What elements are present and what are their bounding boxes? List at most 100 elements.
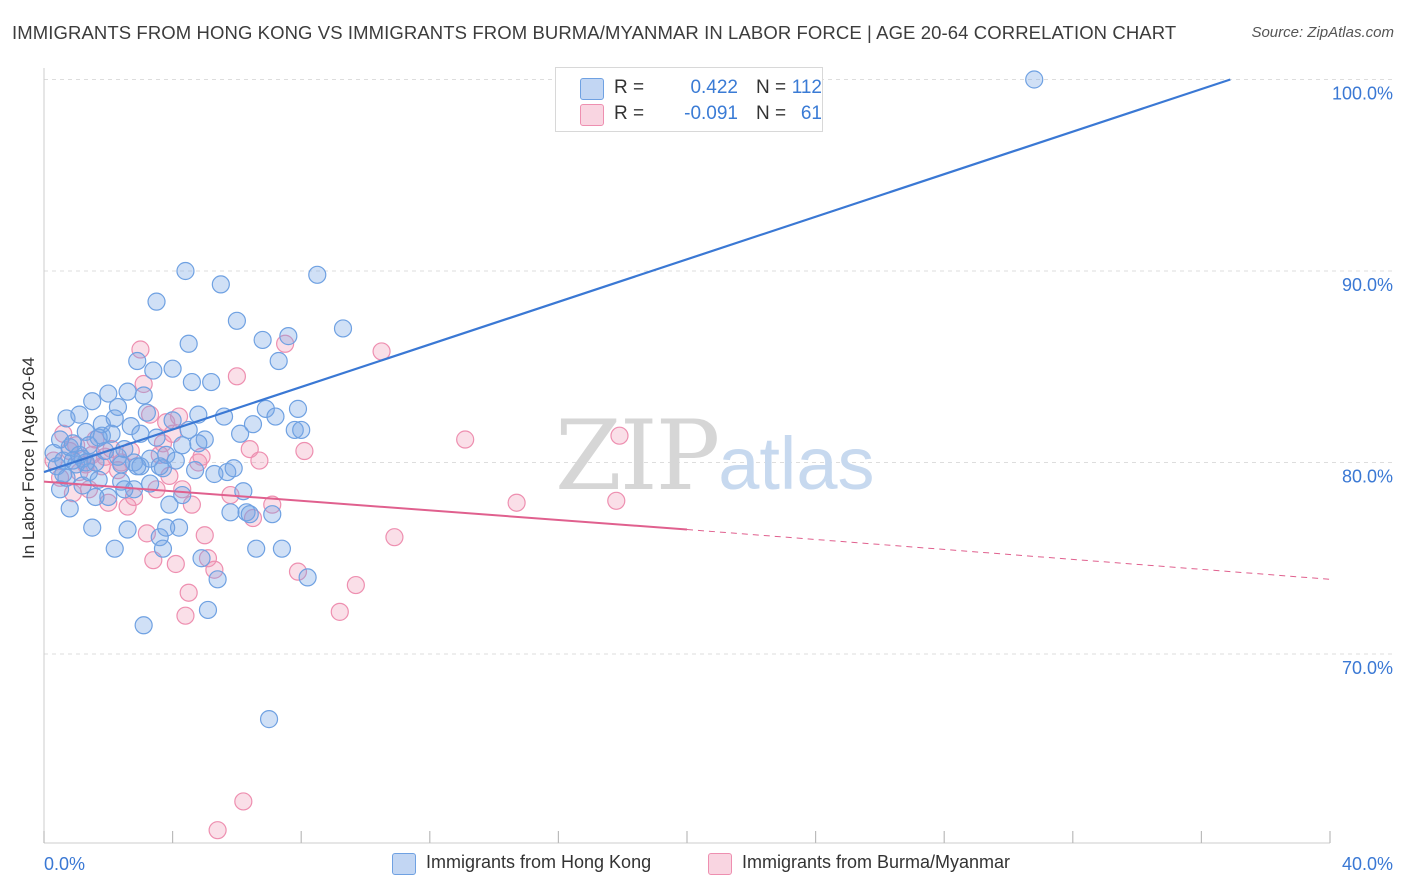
data-point-burma [227, 367, 246, 386]
data-point-burma [610, 426, 629, 445]
legend-swatch-pink [580, 104, 604, 126]
data-point-hong-kong [272, 539, 292, 558]
data-point-hong-kong [227, 311, 246, 330]
data-point-hong-kong [147, 292, 166, 311]
data-point-hong-kong [333, 319, 353, 338]
data-point-hong-kong [166, 451, 185, 470]
data-point-hong-kong [79, 462, 99, 482]
bottom-legend-label: Immigrants from Burma/Myanmar [742, 852, 1011, 872]
data-point-hong-kong [160, 495, 179, 514]
data-point-hong-kong [211, 275, 230, 294]
data-point-hong-kong [189, 434, 208, 453]
data-point-hong-kong [208, 570, 227, 589]
data-point-hong-kong [240, 505, 259, 524]
data-point-burma [166, 554, 185, 574]
data-point-burma [507, 493, 526, 512]
legend-r-label: R = [614, 103, 645, 124]
data-point-burma [288, 562, 308, 581]
trend-line-burma-extension [686, 529, 1331, 580]
data-point-burma [234, 792, 253, 811]
y-axis-label: In Labor Force | Age 20-64 [19, 357, 38, 559]
y-tick-label: 80.0% [1342, 467, 1393, 487]
data-point-hong-kong [269, 351, 288, 371]
data-point-hong-kong [292, 420, 311, 440]
data-point-hong-kong [118, 520, 137, 539]
data-point-burma [263, 495, 282, 514]
data-point-hong-kong [263, 505, 282, 524]
data-point-hong-kong [256, 399, 275, 418]
data-point-hong-kong [169, 518, 189, 537]
data-point-hong-kong [231, 424, 250, 443]
data-point-hong-kong [99, 487, 118, 507]
y-tick-label: 90.0% [1342, 275, 1393, 295]
trend-line-burma [43, 480, 688, 531]
data-point-burma [140, 405, 160, 424]
data-point-hong-kong [243, 415, 263, 434]
watermark-zip: ZIP [555, 400, 720, 512]
legend-r-value: 0.422 [690, 77, 738, 98]
stats-legend: R = 0.422 N = 112 R = -0.091 N = 61 [555, 67, 823, 132]
data-point-hong-kong [186, 461, 205, 480]
data-point-hong-kong [105, 409, 124, 428]
data-point-hong-kong [224, 459, 243, 478]
data-point-hong-kong [137, 403, 156, 422]
data-point-hong-kong [202, 372, 221, 392]
data-point-hong-kong [70, 405, 89, 424]
data-point-hong-kong [308, 265, 327, 284]
data-point-hong-kong [105, 539, 124, 558]
data-point-burma [295, 441, 314, 461]
data-point-hong-kong [247, 539, 266, 558]
data-point-hong-kong [60, 499, 79, 518]
data-point-hong-kong [198, 600, 218, 620]
data-point-hong-kong [221, 503, 240, 522]
chart-title: IMMIGRANTS FROM HONG KONG VS IMMIGRANTS … [12, 22, 1177, 43]
watermark-atlas: atlas [718, 422, 875, 505]
data-point-burma [250, 451, 269, 470]
data-point-burma [385, 528, 404, 547]
data-point-burma [607, 491, 626, 510]
legend-n-value: 61 [800, 103, 822, 124]
data-point-hong-kong [157, 445, 176, 464]
y-tick-label: 100.0% [1332, 84, 1393, 104]
legend-swatch-blue [580, 78, 604, 100]
x-tick-label: 40.0% [1342, 854, 1393, 874]
trend-line-hong-kong [43, 78, 1231, 474]
legend-r-value: -0.091 [684, 103, 738, 124]
data-point-hong-kong [163, 411, 182, 430]
legend-r-label: R = [614, 77, 645, 98]
data-point-hong-kong [173, 436, 192, 455]
data-point-hong-kong [285, 420, 304, 440]
bottom-legend-swatch-blue [392, 853, 416, 875]
data-point-hong-kong [279, 327, 298, 346]
data-point-burma [205, 560, 224, 579]
data-point-hong-kong [83, 392, 102, 411]
data-point-hong-kong [118, 382, 137, 401]
data-point-hong-kong [182, 372, 201, 392]
data-point-burma [179, 583, 198, 602]
data-point-burma [118, 497, 137, 516]
data-point-hong-kong [134, 616, 153, 635]
data-point-burma [198, 549, 218, 568]
data-point-hong-kong [288, 399, 308, 418]
data-point-hong-kong [1025, 70, 1044, 89]
data-point-hong-kong [150, 528, 169, 547]
legend-n-label: N = [756, 103, 787, 124]
data-point-hong-kong [259, 710, 279, 729]
data-point-hong-kong [89, 428, 108, 447]
axes [43, 68, 1331, 844]
source-label: Source: ZipAtlas.com [1251, 24, 1394, 41]
bottom-legend-label: Immigrants from Hong Kong [426, 852, 652, 872]
data-point-hong-kong [173, 485, 192, 505]
data-point-burma [208, 821, 227, 840]
data-point-hong-kong [99, 384, 118, 403]
data-point-hong-kong [214, 407, 234, 426]
data-point-hong-kong [121, 417, 140, 436]
tick-labels: 70.0% 80.0% 90.0% 100.0% 0.0% 40.0% [44, 84, 1393, 875]
data-points [44, 70, 1044, 840]
data-point-hong-kong [144, 361, 163, 380]
data-point-hong-kong [89, 470, 108, 489]
watermark: ZIPatlas [555, 400, 875, 512]
data-point-hong-kong [50, 480, 70, 499]
data-point-burma [330, 602, 349, 621]
data-point-hong-kong [128, 351, 147, 371]
